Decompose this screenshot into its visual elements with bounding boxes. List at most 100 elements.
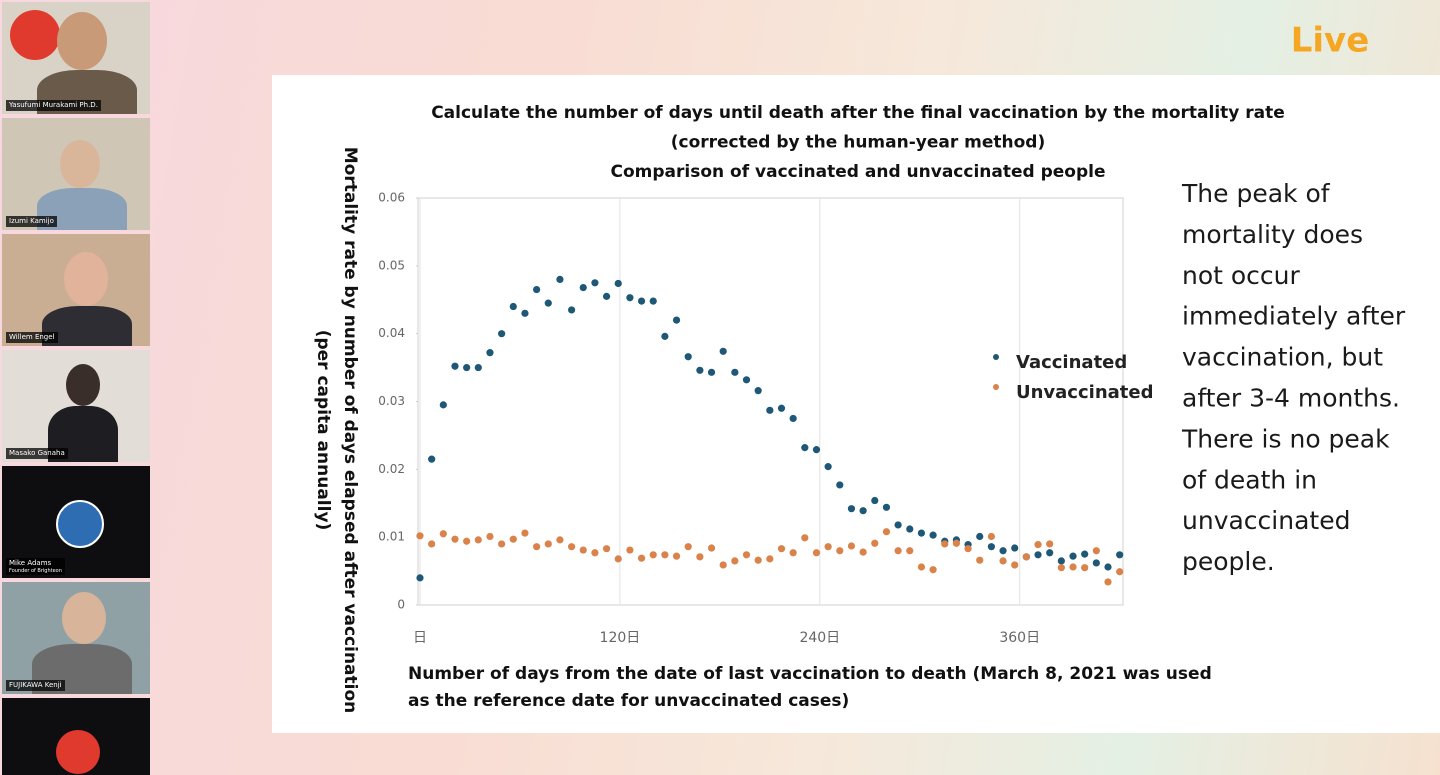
slide-text: immediately after bbox=[1182, 302, 1406, 331]
participant-tile[interactable]: Izumi Kamijo bbox=[2, 118, 150, 230]
participant-tile[interactable]: Yasufumi Murakami Ph.D. bbox=[2, 2, 150, 114]
participant-tile[interactable]: Mike Adams Founder of Brighteon bbox=[2, 466, 150, 578]
data-point bbox=[754, 556, 762, 564]
data-point bbox=[836, 481, 844, 489]
y-tick-label: 0.05 bbox=[378, 258, 405, 272]
data-point bbox=[1069, 563, 1077, 571]
participant-tile[interactable] bbox=[2, 698, 150, 775]
participant-list: Yasufumi Murakami Ph.D. Izumi Kamijo Wil… bbox=[0, 0, 152, 775]
data-point bbox=[882, 528, 891, 536]
participant-name: FUJIKAWA Kenji bbox=[6, 680, 65, 691]
slide bbox=[272, 75, 1440, 733]
data-point bbox=[847, 542, 856, 550]
data-point bbox=[439, 530, 447, 538]
slide-text: vaccination, but bbox=[1182, 343, 1383, 372]
data-point bbox=[999, 547, 1007, 555]
data-point bbox=[871, 496, 879, 505]
chart-title: (corrected by the human-year method) bbox=[671, 133, 1046, 153]
slide-text: after 3-4 months. bbox=[1182, 384, 1400, 413]
data-point bbox=[614, 555, 622, 563]
data-point bbox=[976, 532, 984, 541]
data-point bbox=[1034, 541, 1042, 549]
data-point bbox=[999, 557, 1007, 565]
y-tick-label: 0.01 bbox=[378, 530, 405, 544]
slide-text: There is no peak bbox=[1181, 424, 1390, 453]
data-point bbox=[439, 401, 447, 409]
chart-title: Calculate the number of days until death… bbox=[431, 103, 1285, 123]
data-point bbox=[637, 297, 646, 305]
data-point bbox=[486, 349, 494, 357]
data-point bbox=[661, 551, 669, 559]
participant-name: Yasufumi Murakami Ph.D. bbox=[6, 100, 101, 111]
y-axis-label: (per capita annually) bbox=[313, 330, 333, 531]
data-point bbox=[451, 535, 459, 543]
data-point bbox=[987, 532, 995, 541]
data-point bbox=[556, 275, 564, 283]
x-tick-label: 360日 bbox=[999, 630, 1040, 646]
data-point bbox=[498, 540, 506, 548]
data-point bbox=[544, 540, 552, 548]
data-point bbox=[871, 539, 879, 547]
data-point bbox=[731, 557, 739, 565]
data-point bbox=[661, 332, 669, 340]
data-point bbox=[1092, 559, 1100, 567]
stop-badge bbox=[10, 10, 60, 60]
data-point bbox=[637, 554, 646, 562]
data-point bbox=[777, 404, 786, 412]
data-point bbox=[824, 463, 832, 471]
data-point bbox=[964, 545, 972, 553]
data-point bbox=[1116, 568, 1124, 576]
data-point bbox=[987, 543, 995, 551]
data-point bbox=[1116, 551, 1124, 559]
data-point bbox=[521, 309, 529, 317]
x-axis-label: Number of days from the date of last vac… bbox=[408, 664, 1212, 684]
data-point bbox=[731, 368, 739, 376]
data-point bbox=[801, 534, 809, 542]
data-point bbox=[684, 353, 692, 361]
data-point bbox=[684, 543, 692, 551]
participant-tile[interactable]: Willem Engel bbox=[2, 234, 150, 346]
y-tick-label: 0 bbox=[397, 598, 405, 612]
participant-name: Mike Adams Founder of Brighteon bbox=[6, 558, 65, 575]
legend-label: Vaccinated bbox=[1016, 352, 1127, 373]
data-point bbox=[579, 546, 587, 554]
data-point bbox=[766, 555, 774, 563]
participant-tile[interactable]: Masako Ganaha bbox=[2, 350, 150, 462]
data-point bbox=[696, 366, 704, 374]
slide-text: The peak of bbox=[1181, 179, 1331, 208]
data-point bbox=[1034, 551, 1042, 559]
data-point bbox=[416, 574, 424, 582]
y-tick-label: 0.04 bbox=[378, 326, 405, 340]
data-point bbox=[917, 529, 926, 537]
chart-title: Comparison of vaccinated and unvaccinate… bbox=[610, 162, 1105, 182]
data-point bbox=[672, 316, 681, 324]
slide-text: mortality does bbox=[1182, 220, 1363, 249]
data-point bbox=[1022, 553, 1030, 561]
data-point bbox=[556, 536, 564, 544]
data-point bbox=[649, 551, 657, 559]
data-point bbox=[742, 376, 751, 384]
data-point bbox=[614, 279, 622, 288]
legend-label: Unvaccinated bbox=[1016, 382, 1153, 403]
data-point bbox=[952, 539, 961, 547]
data-point bbox=[859, 548, 867, 556]
participant-name: Willem Engel bbox=[6, 332, 58, 343]
data-point bbox=[649, 297, 657, 305]
data-point bbox=[1011, 544, 1019, 552]
legend-marker bbox=[993, 384, 999, 390]
data-point bbox=[696, 553, 704, 561]
data-point bbox=[533, 543, 541, 551]
x-tick-label: 240日 bbox=[799, 630, 840, 646]
data-point bbox=[929, 531, 937, 539]
data-point bbox=[591, 549, 599, 557]
data-point bbox=[474, 536, 482, 544]
participant-name: Masako Ganaha bbox=[6, 448, 68, 459]
data-point bbox=[416, 532, 424, 540]
data-point bbox=[463, 363, 471, 372]
data-point bbox=[847, 505, 856, 513]
legend-marker bbox=[993, 354, 999, 360]
participant-tile[interactable]: FUJIKAWA Kenji bbox=[2, 582, 150, 694]
data-point bbox=[602, 292, 611, 300]
data-point bbox=[929, 566, 937, 574]
